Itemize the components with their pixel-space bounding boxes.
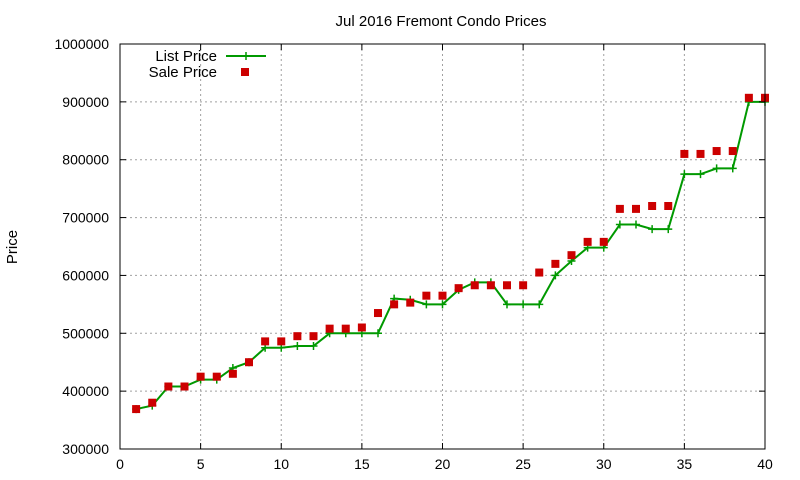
series-line-list-price bbox=[135, 100, 765, 411]
sale-price-point bbox=[696, 149, 705, 158]
x-tick-label: 30 bbox=[596, 456, 612, 472]
x-tick-label: 0 bbox=[116, 456, 124, 472]
y-tick-label: 800000 bbox=[62, 152, 109, 168]
y-tick-label: 700000 bbox=[62, 210, 109, 226]
sale-price-point bbox=[132, 405, 141, 414]
sale-price-point bbox=[744, 93, 753, 102]
sale-price-point bbox=[567, 251, 576, 260]
y-tick-label: 1000000 bbox=[54, 36, 109, 52]
sale-price-point bbox=[148, 398, 157, 407]
x-axis: 0 5 10 15 20 25 30 35 40 bbox=[116, 44, 773, 472]
list-price-point bbox=[519, 300, 528, 309]
y-tick-label: 300000 bbox=[62, 441, 109, 457]
chart-title: Jul 2016 Fremont Condo Prices bbox=[336, 13, 547, 30]
sale-price-point bbox=[648, 202, 657, 210]
x-tick-label: 15 bbox=[354, 456, 370, 472]
y-tick-label: 400000 bbox=[62, 383, 109, 399]
list-price-point bbox=[664, 225, 673, 234]
y-tick-label: 900000 bbox=[62, 94, 109, 110]
sale-price-point bbox=[325, 324, 334, 333]
sale-price-point bbox=[293, 332, 302, 341]
list-price-point bbox=[503, 300, 511, 309]
list-price-point bbox=[535, 300, 544, 309]
list-price-point bbox=[551, 271, 560, 280]
sale-price-point bbox=[599, 237, 608, 246]
legend-swatch-list-price bbox=[226, 52, 266, 60]
sale-price-point bbox=[261, 337, 270, 346]
sale-price-point bbox=[341, 324, 350, 333]
sale-price-point bbox=[390, 300, 399, 309]
list-price-point bbox=[728, 164, 737, 173]
legend-label-list-price: List Price bbox=[155, 48, 217, 65]
x-tick-label: 10 bbox=[273, 456, 289, 472]
sale-price-point bbox=[551, 259, 560, 268]
sale-price-point bbox=[486, 281, 495, 290]
sale-price-point bbox=[503, 281, 511, 290]
y-tick-label: 500000 bbox=[62, 325, 109, 341]
sale-price-point bbox=[245, 358, 253, 367]
y-tick-label: 600000 bbox=[62, 267, 109, 283]
x-tick-label: 35 bbox=[677, 456, 693, 472]
sale-price-point bbox=[454, 284, 463, 293]
x-tick-label: 5 bbox=[197, 456, 205, 472]
list-price-point bbox=[293, 342, 302, 351]
list-price-point bbox=[374, 329, 382, 338]
list-price-point bbox=[422, 300, 431, 309]
sale-price-point bbox=[422, 291, 431, 300]
list-price-point bbox=[615, 220, 624, 229]
sale-price-point bbox=[519, 281, 528, 290]
sale-price-point bbox=[712, 147, 721, 156]
series-layer bbox=[132, 93, 769, 414]
list-price-point bbox=[680, 170, 689, 179]
sale-price-point bbox=[196, 372, 205, 381]
list-price-point bbox=[309, 342, 318, 351]
sale-price-point bbox=[728, 147, 737, 156]
x-tick-label: 20 bbox=[435, 456, 451, 472]
sale-price-point bbox=[632, 204, 640, 213]
sale-price-point bbox=[212, 372, 221, 381]
sale-price-point bbox=[664, 202, 673, 210]
legend: List Price Sale Price bbox=[149, 48, 266, 81]
y-axis-label: Price bbox=[4, 230, 21, 264]
list-price-point bbox=[696, 170, 705, 179]
grid bbox=[120, 44, 765, 449]
sale-price-point bbox=[180, 382, 189, 391]
sale-price-point bbox=[583, 237, 592, 246]
legend-plus-marker bbox=[242, 52, 250, 60]
list-price-point bbox=[712, 164, 721, 173]
sale-price-point bbox=[535, 268, 544, 277]
sale-price-point bbox=[680, 149, 689, 158]
legend-swatch-sale-price bbox=[241, 68, 249, 76]
sale-price-point bbox=[277, 337, 286, 346]
x-tick-label: 40 bbox=[757, 456, 773, 472]
legend-square-marker bbox=[241, 68, 249, 76]
sale-price-point bbox=[470, 281, 479, 290]
sale-price-point bbox=[357, 323, 366, 332]
sale-price-point bbox=[406, 298, 415, 307]
y-axis: 300000 400000 500000 600000 700000 800000 9000… bbox=[54, 36, 765, 457]
sale-price-point bbox=[438, 291, 447, 300]
list-price-point bbox=[438, 300, 447, 309]
x-tick-label: 25 bbox=[515, 456, 531, 472]
legend-label-sale-price: Sale Price bbox=[149, 64, 217, 81]
list-price-point bbox=[632, 220, 640, 229]
sale-price-point bbox=[309, 332, 318, 341]
sale-price-point bbox=[164, 382, 173, 391]
sale-price-point bbox=[228, 369, 237, 378]
sale-price-point bbox=[374, 309, 382, 318]
sale-price-point bbox=[615, 204, 624, 213]
list-price-point bbox=[648, 225, 657, 234]
